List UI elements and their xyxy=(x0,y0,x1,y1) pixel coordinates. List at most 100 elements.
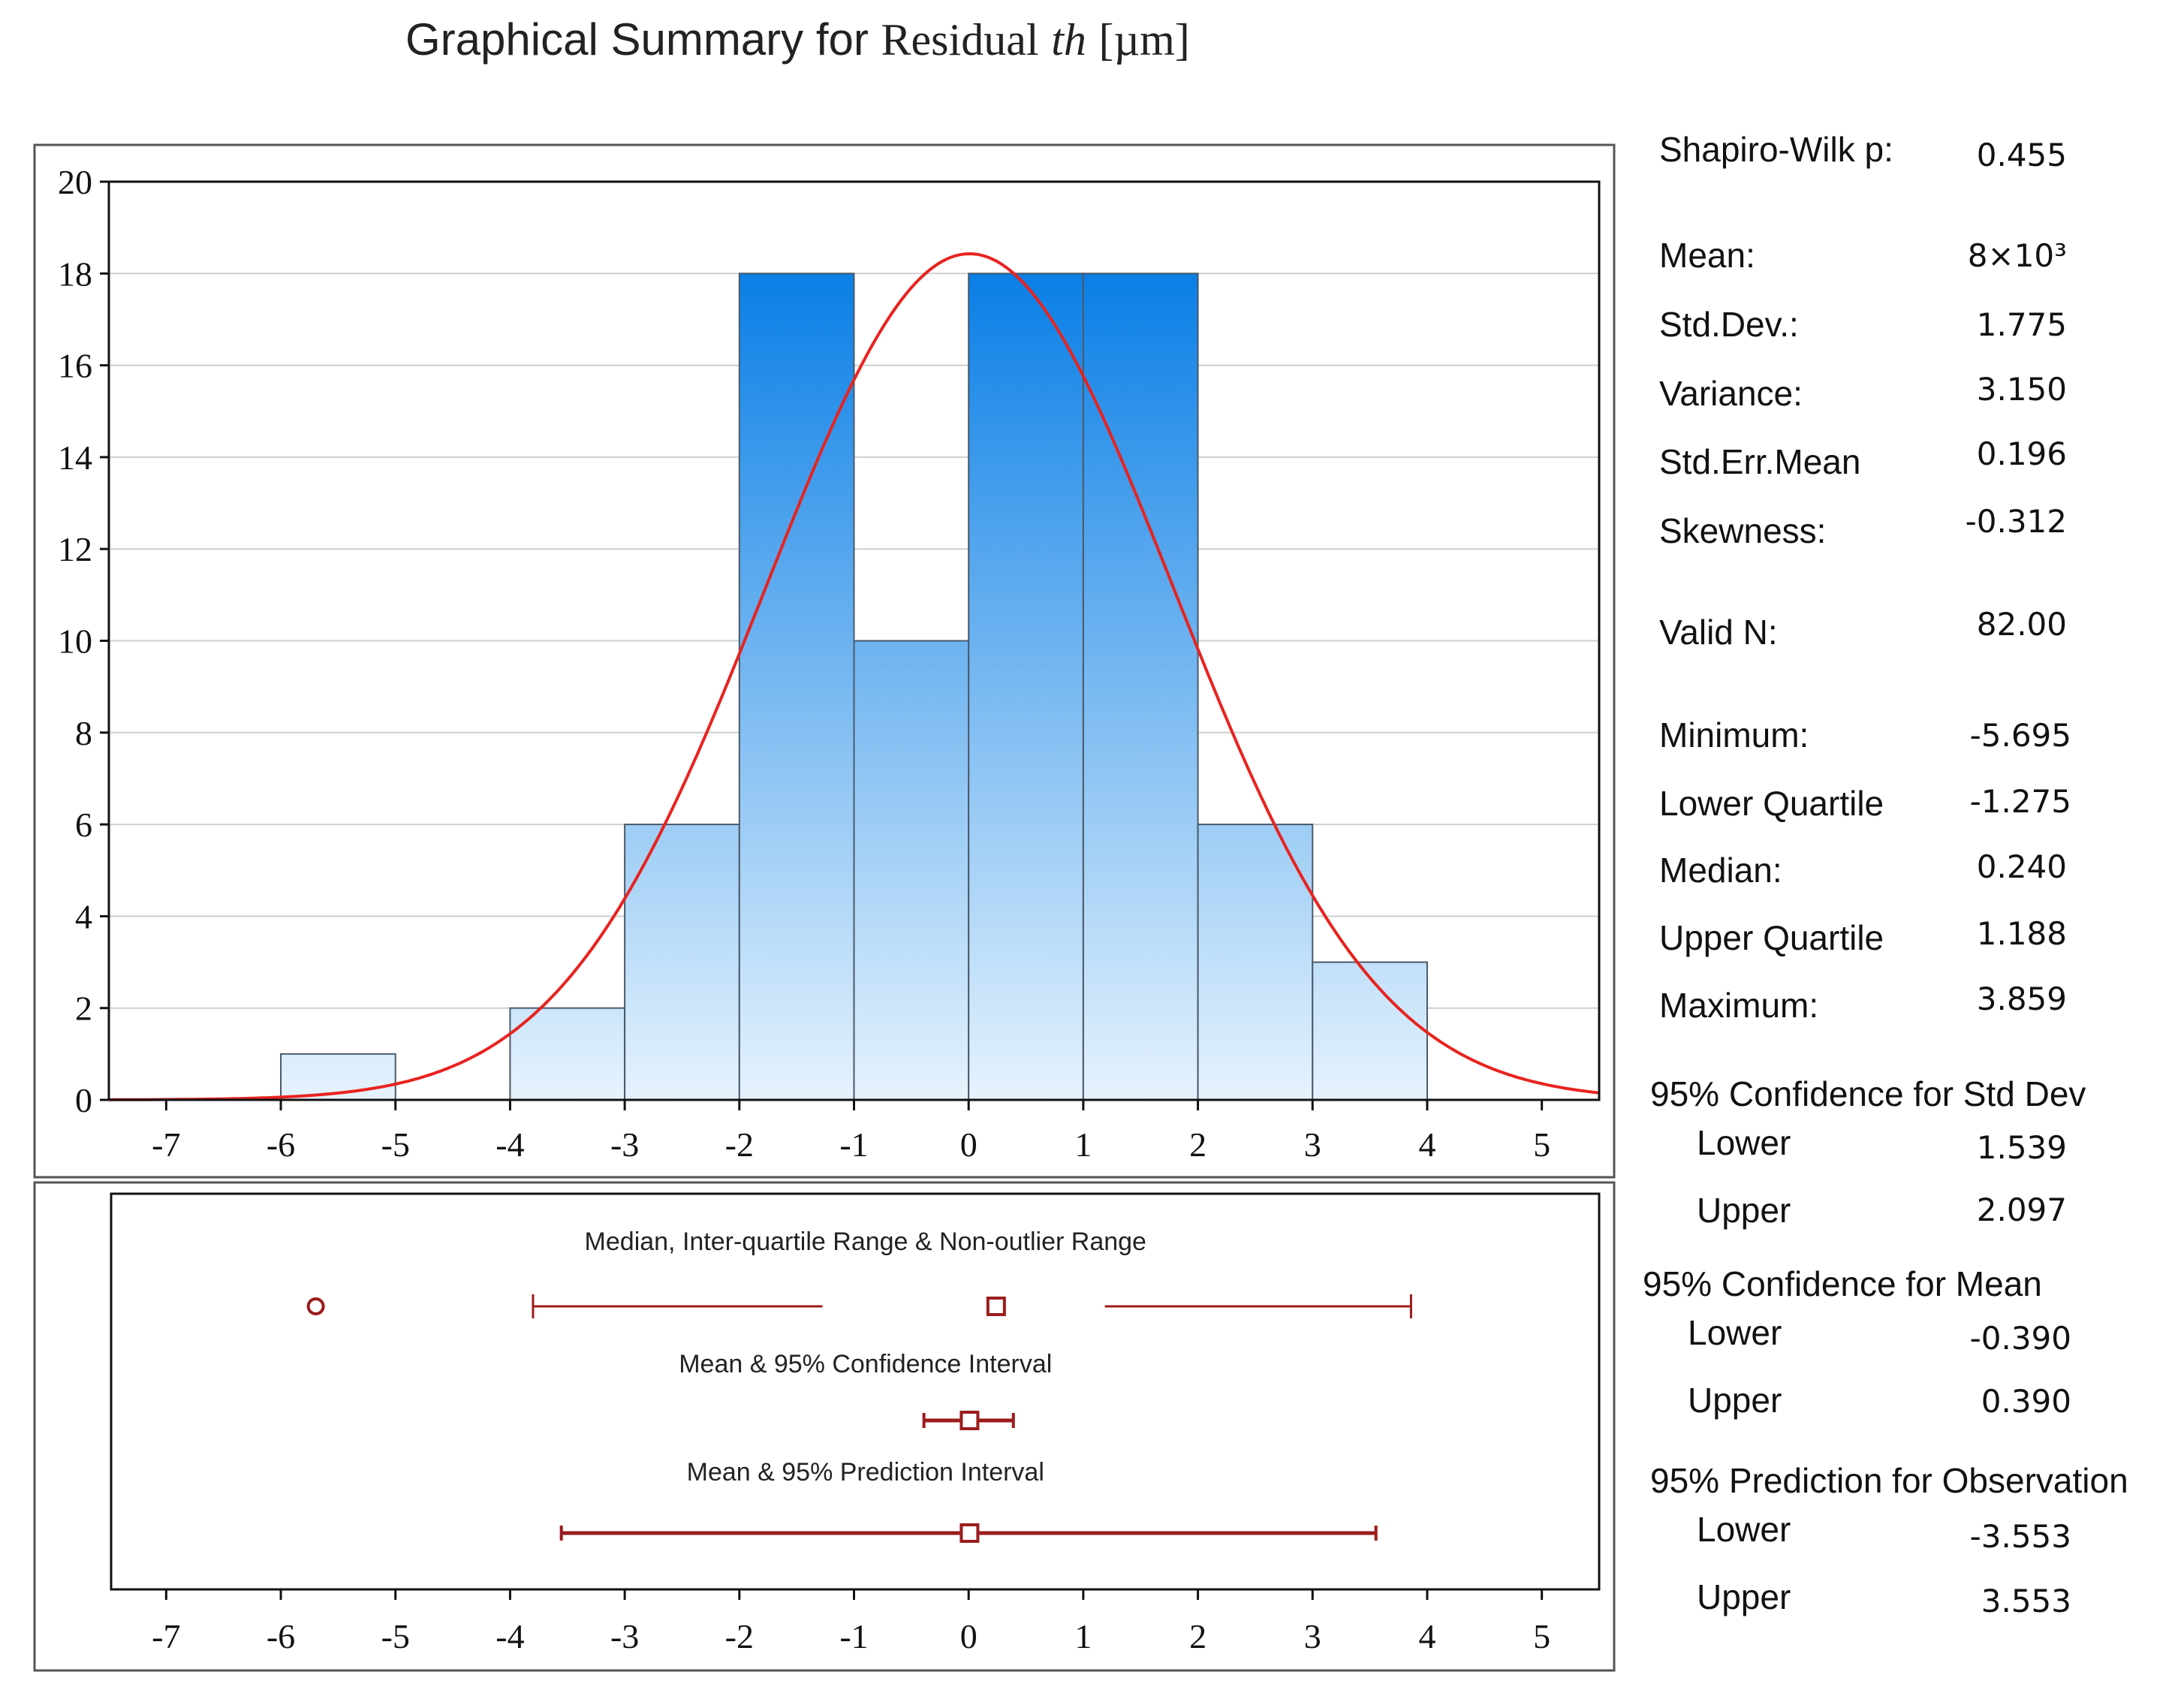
x-tick-label: 5 xyxy=(1533,1125,1550,1164)
histogram-bars xyxy=(280,273,1428,1101)
stat-n-label: Valid N: xyxy=(1659,613,1778,652)
x-tick-label: 1 xyxy=(1074,1125,1092,1164)
x-tick-label: -7 xyxy=(152,1125,180,1164)
pi-heading: 95% Prediction for Observation xyxy=(1650,1461,2128,1500)
stat-sem-label: Std.Err.Mean xyxy=(1659,442,1861,481)
x-tick-label: 4 xyxy=(1418,1125,1435,1164)
x-tick-label: 4 xyxy=(1418,1617,1435,1655)
ci-mean-lower-value: -0.390 xyxy=(1969,1320,2071,1357)
x-tick-label: -1 xyxy=(839,1617,868,1655)
stat-variance-label: Variance: xyxy=(1659,374,1803,413)
x-tick-label: -4 xyxy=(496,1125,524,1164)
pi-upper-label: Upper xyxy=(1697,1577,1791,1616)
y-tick-label: 8 xyxy=(75,714,92,752)
ci-mean-heading: 95% Confidence for Mean xyxy=(1643,1264,2042,1303)
interval-x-axis: -7 -6 -5 -4 -3 -2 -1 0 1 2 3 4 5 xyxy=(152,1589,1550,1655)
histogram-bar xyxy=(1312,961,1428,1101)
x-tick-label: -5 xyxy=(381,1125,410,1164)
x-tick-label: 0 xyxy=(960,1125,978,1164)
stat-median-label: Median: xyxy=(1659,851,1782,890)
stat-min-value: -5.695 xyxy=(1969,717,2071,754)
median-marker xyxy=(986,1297,1006,1316)
y-tick-label: 10 xyxy=(58,622,92,661)
stat-variance-value: 3.150 xyxy=(1976,371,2067,408)
histogram-bar xyxy=(1197,824,1314,1101)
x-tick-label: 5 xyxy=(1533,1617,1550,1655)
x-tick-label: -2 xyxy=(725,1617,754,1655)
stat-shapiro-value: 0.455 xyxy=(1976,137,2067,173)
stat-median-value: 0.240 xyxy=(1976,848,2067,885)
stat-n-value: 82.00 xyxy=(1976,606,2067,643)
interval-row-label: Median, Inter-quartile Range & Non-outli… xyxy=(585,1228,1146,1256)
ci-std-upper-value: 2.097 xyxy=(1976,1191,2067,1228)
y-tick-label: 2 xyxy=(75,990,92,1028)
interval-plot-area xyxy=(110,1192,1601,1591)
histogram-bar xyxy=(1082,273,1199,1101)
stat-min-label: Minimum: xyxy=(1659,715,1809,755)
y-tick-label: 4 xyxy=(75,897,92,935)
x-tick-label: 3 xyxy=(1304,1617,1321,1655)
pi-upper-value: 3.553 xyxy=(1981,1583,2071,1619)
chart-title: Graphical Summary for Residual th [µm] xyxy=(405,14,1190,66)
ci-std-heading: 95% Confidence for Std Dev xyxy=(1650,1074,2086,1113)
title-prefix: Graphical Summary for xyxy=(405,14,869,65)
pi-lower-value: -3.553 xyxy=(1969,1518,2071,1555)
ci-std-lower-value: 1.539 xyxy=(1976,1129,2067,1166)
histogram-bar xyxy=(968,273,1084,1101)
x-tick-label: -7 xyxy=(152,1617,180,1655)
stat-std-value: 1.775 xyxy=(1976,306,2067,343)
pi-lower-label: Lower xyxy=(1697,1510,1791,1549)
title-symbol: th xyxy=(1051,15,1086,65)
x-tick-label: -3 xyxy=(610,1125,639,1164)
mean-marker xyxy=(959,1411,980,1430)
interval-plot: Median, Inter-quartile Range & Non-outli… xyxy=(306,1228,1412,1543)
histogram-x-axis: -7 -6 -5 -4 -3 -2 -1 0 1 2 3 4 5 xyxy=(152,1100,1550,1164)
x-tick-label: 2 xyxy=(1189,1125,1206,1164)
stat-skewness-value: -0.312 xyxy=(1965,503,2067,540)
histogram-bar xyxy=(624,824,740,1101)
interval-row-label: Mean & 95% Prediction Interval xyxy=(687,1458,1044,1487)
ci-std-upper-label: Upper xyxy=(1697,1191,1791,1230)
histogram-panel-frame xyxy=(33,143,1616,1179)
y-tick-label: 16 xyxy=(58,347,92,385)
ci-mean-upper-label: Upper xyxy=(1688,1381,1782,1420)
stat-upper-quartile-value: 1.188 xyxy=(1976,915,2067,952)
stat-mean-value: 8×10³ xyxy=(1967,237,2067,274)
x-tick-label: 2 xyxy=(1189,1617,1206,1655)
y-tick-label: 6 xyxy=(75,806,92,844)
y-tick-label: 18 xyxy=(58,255,92,293)
y-tick-label: 20 xyxy=(58,163,92,201)
stat-upper-quartile-label: Upper Quartile xyxy=(1659,918,1884,957)
y-tick-label: 0 xyxy=(75,1081,92,1119)
histogram-bar xyxy=(853,640,970,1101)
histogram-bar xyxy=(738,273,855,1101)
stat-std-label: Std.Dev.: xyxy=(1659,305,1799,344)
stat-lower-quartile-value: -1.275 xyxy=(1969,783,2071,820)
stat-shapiro-label: Shapiro-Wilk p: xyxy=(1659,130,1893,169)
stat-sem-value: 0.196 xyxy=(1976,435,2067,472)
x-tick-label: -1 xyxy=(839,1125,868,1164)
title-unit: [µm] xyxy=(1098,15,1190,65)
y-tick-label: 12 xyxy=(58,530,92,568)
x-tick-label: 0 xyxy=(960,1617,978,1655)
title-variable: Residual xyxy=(881,15,1039,65)
x-tick-label: -5 xyxy=(381,1617,410,1655)
x-tick-label: -6 xyxy=(267,1125,295,1164)
x-tick-label: 1 xyxy=(1074,1617,1092,1655)
x-tick-label: -3 xyxy=(610,1617,639,1655)
interval-row-label: Mean & 95% Confidence Interval xyxy=(679,1350,1052,1378)
stat-max-label: Maximum: xyxy=(1659,986,1819,1025)
ci-std-lower-label: Lower xyxy=(1697,1123,1791,1162)
stat-skewness-label: Skewness: xyxy=(1659,511,1827,550)
x-tick-label: 3 xyxy=(1304,1125,1321,1164)
interval-panel-frame xyxy=(33,1181,1616,1672)
x-tick-label: -6 xyxy=(267,1617,295,1655)
x-tick-label: -2 xyxy=(725,1125,754,1164)
outlier-point xyxy=(306,1297,325,1315)
x-tick-label: -4 xyxy=(496,1617,524,1655)
stat-mean-label: Mean: xyxy=(1659,236,1755,275)
stat-max-value: 3.859 xyxy=(1976,981,2067,1017)
y-tick-label: 14 xyxy=(58,438,92,477)
histogram-y-axis: 0 2 4 6 8 10 12 14 16 18 20 xyxy=(58,163,109,1119)
